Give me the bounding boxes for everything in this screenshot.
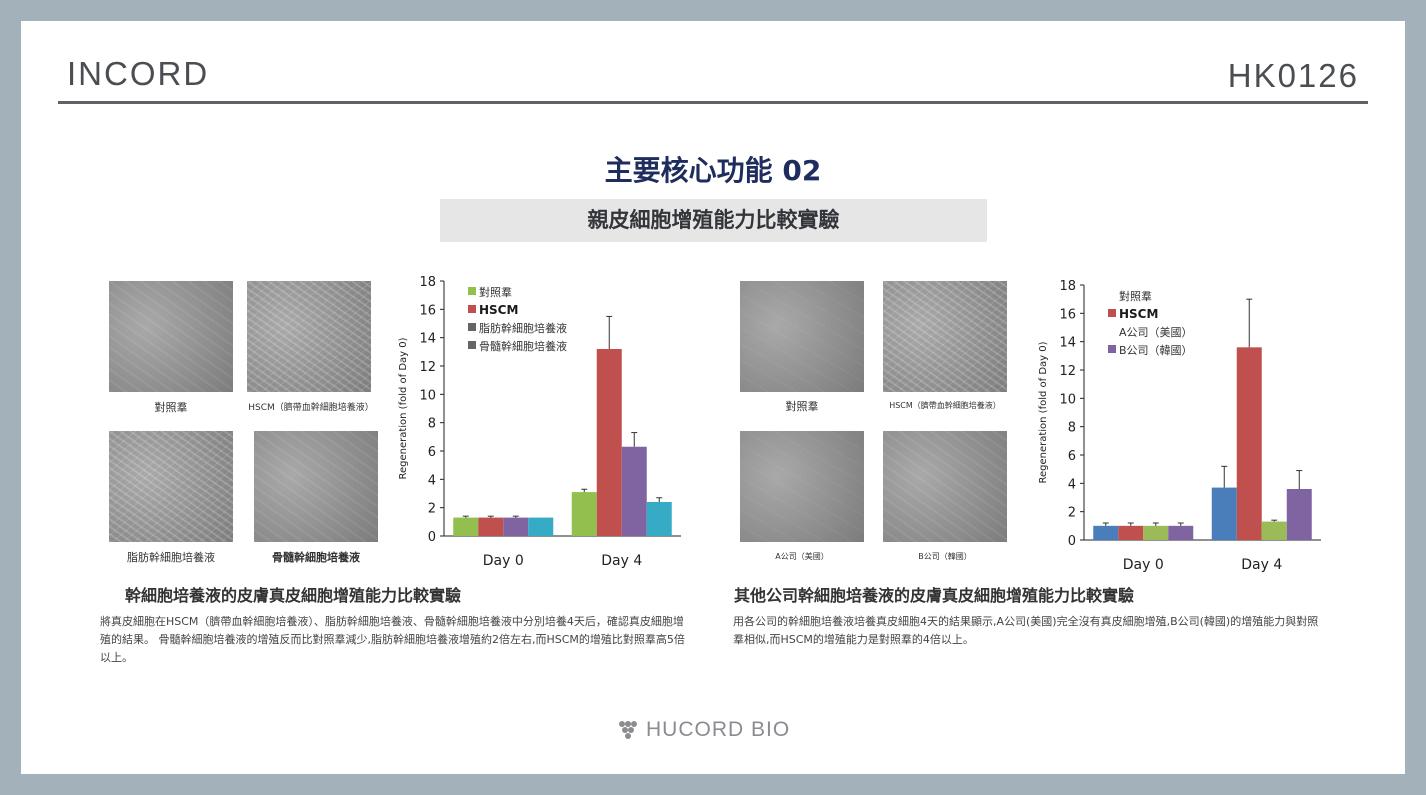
y-tick-label: 6 xyxy=(1068,449,1076,464)
y-tick-label: 18 xyxy=(1059,279,1076,294)
legend-swatch xyxy=(1108,345,1116,353)
page-subtitle: 親皮細胞增殖能力比較實驗 xyxy=(440,199,987,242)
bar xyxy=(1143,525,1169,540)
caption-hscm-2: HSCM（臍帶血幹細胞培養液） xyxy=(889,401,1001,410)
bar xyxy=(646,502,672,536)
left-section-body: 將真皮細胞在HSCM（臍帶血幹細胞培養液）、脂肪幹細胞培養液、骨髓幹細胞培養液中… xyxy=(100,615,685,664)
chart-left-svg: 0 2 4 6 8 10 12 14 16 18 Regeneration (fold of Day… xyxy=(398,275,681,569)
caption-control-2: 對照羣 xyxy=(785,400,819,413)
y-tick-label: 4 xyxy=(428,473,436,488)
micrograph-adipose xyxy=(109,431,233,542)
legend-label: 脂肪幹細胞培養液 xyxy=(479,321,567,335)
micrograph-company-b xyxy=(883,431,1007,542)
y-tick-label: 8 xyxy=(428,417,436,432)
bar xyxy=(1211,487,1237,540)
caption-bone-marrow: 骨髓幹細胞培養液 xyxy=(272,551,360,564)
legend-label: 對照羣 xyxy=(1119,289,1152,303)
y-tick-label: 0 xyxy=(428,530,436,545)
right-section-body: 用各公司的幹細胞培養液培養真皮細胞4天的結果顯示,A公司(美國)完全沒有真皮細胞… xyxy=(733,615,1319,646)
chart-right-svg: 0 2 4 6 8 10 12 14 16 18 Regeneration (fold of Day… xyxy=(1038,279,1321,573)
chart-right: 0 2 4 6 8 10 12 14 16 18 Regeneration (fold of Day… xyxy=(1026,275,1336,580)
footer-logo: HUCORD BIO xyxy=(616,718,790,742)
right-section-title: 其他公司幹細胞培養液的皮膚真皮細胞增殖能力比較實驗 xyxy=(734,586,1135,605)
y-tick-label: 14 xyxy=(1059,336,1076,351)
caption-company-a: A公司（美國） xyxy=(775,552,829,561)
x-tick-label: Day 4 xyxy=(1241,557,1282,573)
y-tick-label: 18 xyxy=(419,275,436,290)
bar xyxy=(571,492,597,536)
bar xyxy=(1261,521,1287,540)
y-tick-label: 2 xyxy=(428,502,436,517)
legend-label: HSCM xyxy=(479,303,518,317)
bar xyxy=(1118,525,1144,540)
legend-swatch xyxy=(468,287,476,295)
bar xyxy=(1168,525,1194,540)
legend-swatch xyxy=(468,323,476,331)
product-code: HK0126 xyxy=(1227,57,1359,94)
bar xyxy=(596,349,622,536)
bar xyxy=(478,517,504,536)
x-tick-label: Day 4 xyxy=(601,553,642,569)
x-tick-label: Day 0 xyxy=(1123,557,1164,573)
y-tick-label: 8 xyxy=(1068,421,1076,436)
legend-swatch xyxy=(1108,291,1116,299)
brand-logo-left: INCORD xyxy=(67,55,210,92)
y-tick-label: 12 xyxy=(419,360,436,375)
bar xyxy=(528,517,554,536)
slide: INCORD HK0126 主要核心功能 02 親皮細胞增殖能力比較實驗 對照羣… xyxy=(21,21,1405,774)
header-divider xyxy=(58,101,1368,104)
y-tick-label: 10 xyxy=(1059,392,1076,407)
y-tick-label: 12 xyxy=(1059,364,1076,379)
y-tick-label: 14 xyxy=(419,332,436,347)
micrograph-hscm xyxy=(247,281,371,392)
caption-control: 對照羣 xyxy=(154,401,188,414)
y-axis-label: Regeneration (fold of Day 0) xyxy=(1038,341,1049,483)
legend-label: A公司（美國） xyxy=(1119,326,1193,339)
bar xyxy=(453,517,479,536)
y-tick-label: 10 xyxy=(419,388,436,403)
caption-adipose: 脂肪幹細胞培養液 xyxy=(127,551,215,564)
caption-hscm: HSCM（臍帶血幹細胞培養液） xyxy=(248,403,374,413)
caption-company-b: B公司（韓國） xyxy=(918,552,972,561)
micrograph-bone-marrow xyxy=(254,431,378,542)
legend-swatch xyxy=(468,305,476,313)
legend-swatch xyxy=(468,341,476,349)
y-tick-label: 2 xyxy=(1068,506,1076,521)
grape-logo-icon xyxy=(619,721,637,739)
legend-swatch xyxy=(1108,309,1116,317)
legend-label: B公司（韓國） xyxy=(1119,344,1193,357)
bar xyxy=(621,446,647,536)
micrograph-company-a xyxy=(740,431,864,542)
y-tick-label: 16 xyxy=(1059,307,1076,322)
left-section-title: 幹細胞培養液的皮膚真皮細胞增殖能力比較實驗 xyxy=(125,586,462,605)
legend-label: 對照羣 xyxy=(479,285,512,299)
bar xyxy=(503,517,529,536)
x-tick-label: Day 0 xyxy=(483,553,524,569)
legend-label: 骨髓幹細胞培養液 xyxy=(479,339,567,353)
y-tick-label: 6 xyxy=(428,445,436,460)
bar xyxy=(1286,489,1312,540)
y-tick-label: 0 xyxy=(1068,534,1076,549)
micrograph-control-2 xyxy=(740,281,864,392)
y-axis-label: Regeneration (fold of Day 0) xyxy=(398,337,409,479)
page-title: 主要核心功能 02 xyxy=(604,154,822,187)
micrograph-hscm-2 xyxy=(883,281,1007,392)
bar xyxy=(1093,525,1119,540)
y-tick-label: 16 xyxy=(419,303,436,318)
chart-left: 0 2 4 6 8 10 12 14 16 18 Regeneration (fold of Day… xyxy=(386,271,696,576)
y-tick-label: 4 xyxy=(1068,477,1076,492)
footer-logo-text: HUCORD BIO xyxy=(646,718,791,741)
bar xyxy=(1236,347,1262,540)
legend-label: HSCM xyxy=(1119,307,1158,321)
micrograph-control xyxy=(109,281,233,392)
legend-swatch xyxy=(1108,327,1116,335)
